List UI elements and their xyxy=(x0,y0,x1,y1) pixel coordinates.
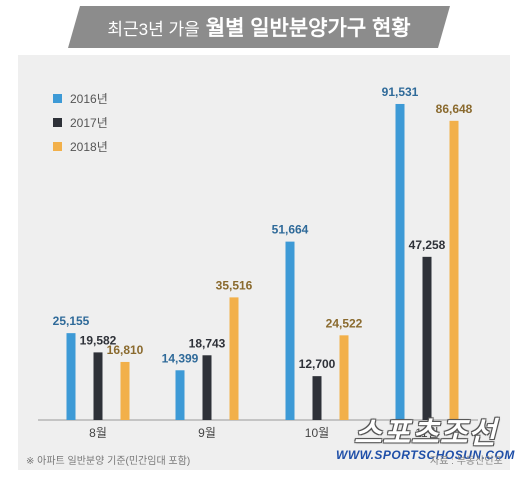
source-note: 자료 : 부동산인포 xyxy=(430,456,503,467)
bar-2-1 xyxy=(229,297,239,420)
title-light: 최근3년 가을 xyxy=(107,19,200,39)
footnote: ※ 아파트 일반분양 기준(민간임대 포함) xyxy=(26,456,191,467)
legend-label-0: 2016년 xyxy=(70,92,108,106)
value-label-2-0: 16,810 xyxy=(107,343,144,357)
legend-swatch-0 xyxy=(53,94,62,103)
title-banner: 최근3년 가을 월별 일반분양가구 현황 xyxy=(68,6,450,48)
value-label-1-3: 47,258 xyxy=(409,238,446,252)
value-label-1-0: 19,582 xyxy=(80,333,117,347)
value-label-2-1: 35,516 xyxy=(216,278,253,292)
legend-swatch-1 xyxy=(53,118,62,127)
legend-label-2: 2018년 xyxy=(70,140,108,154)
bar-0-1 xyxy=(175,370,185,420)
bar-1-0 xyxy=(93,352,103,420)
bar-2-0 xyxy=(120,361,130,420)
title-bold: 월별 일반분양가구 현황 xyxy=(205,17,411,40)
x-tick-label-3: 11월 xyxy=(415,426,439,440)
bar-0-0 xyxy=(66,333,76,420)
sportschosun-logo: 스포츠조선 WWW.SPORTSCHOSUN.COM xyxy=(336,408,515,462)
x-tick-label-1: 9월 xyxy=(198,426,216,440)
bar-1-3 xyxy=(422,256,432,420)
logo-url: WWW.SPORTSCHOSUN.COM xyxy=(336,448,515,462)
bar-0-2 xyxy=(285,241,295,420)
x-tick-label-2: 10월 xyxy=(305,426,329,440)
value-label-0-2: 51,664 xyxy=(272,223,309,237)
value-label-1-2: 12,700 xyxy=(299,357,336,371)
logo-wordmark: 스포츠조선 xyxy=(353,417,497,450)
value-label-2-2: 24,522 xyxy=(326,316,363,330)
bar-2-3 xyxy=(449,120,459,421)
legend-label-1: 2017년 xyxy=(70,116,108,130)
value-label-0-1: 14,399 xyxy=(162,351,199,365)
value-label-0-3: 91,531 xyxy=(382,85,419,99)
value-label-1-1: 18,743 xyxy=(189,336,226,350)
bar-1-2 xyxy=(312,376,322,420)
legend-swatch-2 xyxy=(53,142,62,151)
value-label-2-3: 86,648 xyxy=(436,102,473,116)
value-label-0-0: 25,155 xyxy=(53,314,90,328)
x-tick-label-0: 8월 xyxy=(89,426,107,440)
bar-2-2 xyxy=(339,335,349,420)
bar-1-1 xyxy=(202,355,212,420)
bar-0-3 xyxy=(395,103,405,421)
